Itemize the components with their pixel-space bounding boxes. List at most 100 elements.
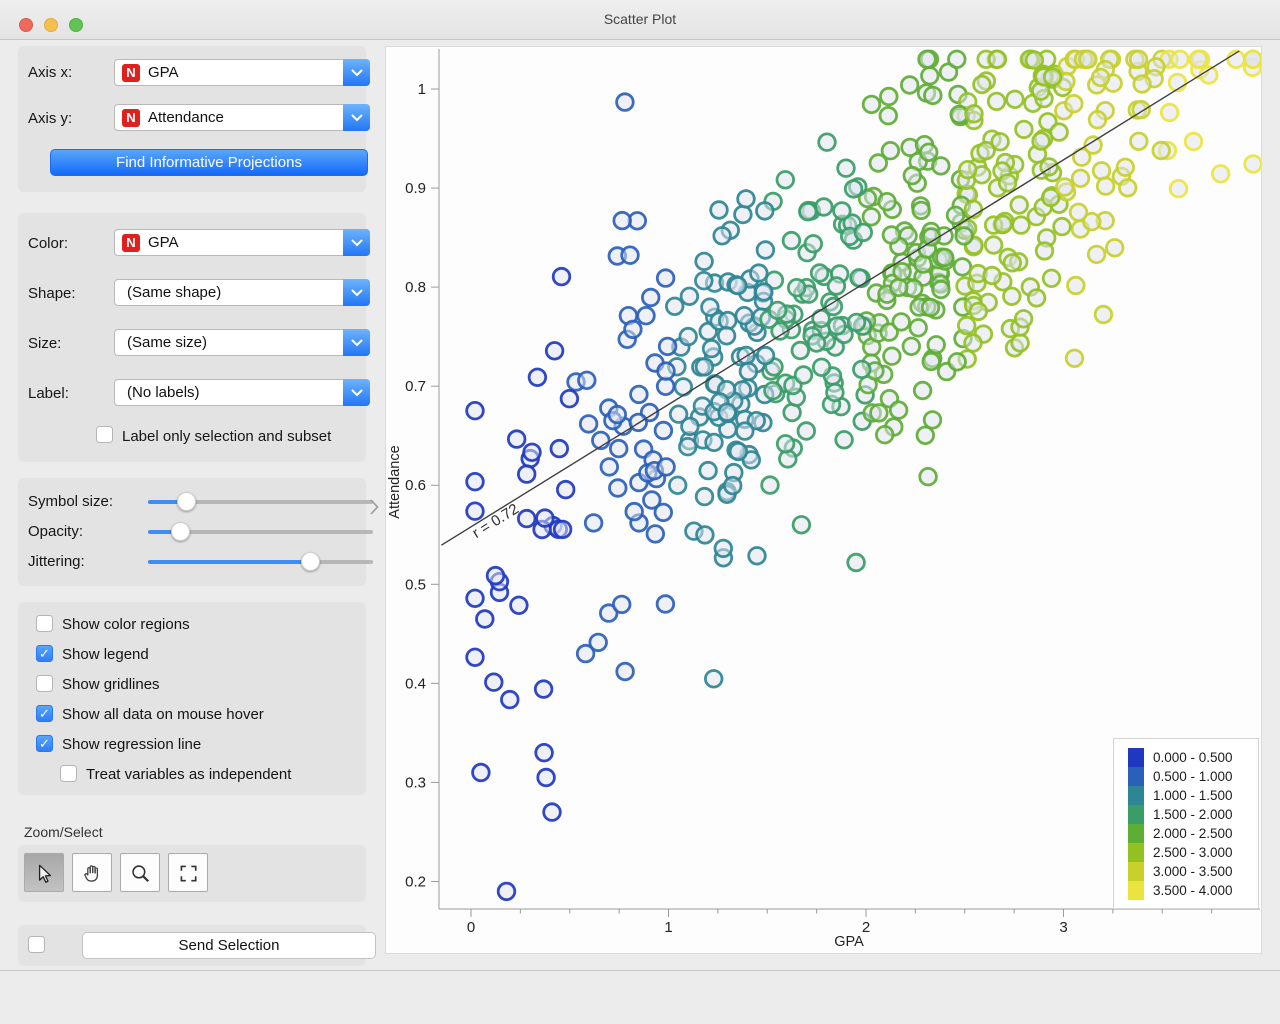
chevron-down-icon[interactable] [343, 279, 370, 306]
data-point[interactable] [920, 66, 940, 86]
data-point[interactable] [880, 140, 901, 161]
data-point[interactable] [826, 276, 847, 296]
data-point[interactable] [920, 297, 941, 318]
pan-tool-button[interactable] [72, 853, 112, 892]
data-point[interactable] [803, 234, 824, 254]
data-point[interactable] [1170, 49, 1190, 70]
data-point[interactable] [475, 609, 495, 629]
data-point[interactable] [900, 75, 920, 95]
reset-zoom-tool-button[interactable] [168, 853, 208, 892]
data-point[interactable] [522, 442, 542, 463]
data-point[interactable] [608, 438, 629, 459]
data-point[interactable] [736, 189, 756, 209]
data-point[interactable] [868, 153, 889, 173]
data-point[interactable] [947, 49, 967, 70]
data-point[interactable] [608, 478, 628, 498]
data-point[interactable] [1082, 211, 1102, 232]
data-point[interactable] [506, 429, 527, 449]
data-point[interactable] [882, 346, 902, 366]
data-point[interactable] [536, 767, 556, 788]
data-point[interactable] [698, 460, 718, 481]
data-point[interactable] [465, 647, 485, 668]
data-point[interactable] [583, 513, 604, 533]
zoom-tool-button[interactable] [120, 853, 160, 892]
data-point[interactable] [1105, 238, 1125, 258]
data-point[interactable] [983, 235, 1004, 255]
data-point[interactable] [954, 226, 974, 246]
data-point[interactable] [790, 340, 811, 361]
data-point[interactable] [712, 226, 732, 246]
data-point[interactable] [1052, 216, 1072, 237]
data-point[interactable] [1188, 49, 1208, 70]
data-point[interactable] [918, 467, 938, 487]
data-point[interactable] [986, 91, 1007, 112]
data-point[interactable] [987, 49, 1008, 70]
data-point[interactable] [931, 279, 951, 300]
data-point[interactable] [655, 594, 676, 614]
data-point[interactable] [875, 425, 895, 445]
data-point[interactable] [1167, 72, 1188, 93]
data-point[interactable] [559, 389, 580, 409]
data-point[interactable] [728, 441, 749, 462]
data-point[interactable] [935, 247, 955, 268]
data-point[interactable] [694, 270, 714, 291]
data-point[interactable] [846, 312, 867, 333]
data-point[interactable] [1005, 89, 1025, 110]
data-point[interactable] [1087, 109, 1108, 130]
data-point[interactable] [917, 49, 937, 70]
data-point[interactable] [615, 92, 635, 112]
data-point[interactable] [549, 438, 570, 459]
data-point[interactable] [1070, 168, 1091, 189]
send-automatically-checkbox[interactable] [28, 936, 45, 953]
color-combobox[interactable]: N GPA [114, 229, 370, 256]
data-point[interactable] [861, 207, 882, 227]
chevron-down-icon[interactable] [343, 329, 370, 356]
data-point[interactable] [1041, 268, 1062, 289]
data-point[interactable] [806, 333, 827, 353]
data-point[interactable] [678, 326, 698, 347]
data-point[interactable] [1011, 215, 1031, 235]
data-point[interactable] [814, 197, 834, 217]
data-point[interactable] [922, 410, 943, 430]
data-point[interactable] [1055, 177, 1075, 197]
data-point[interactable] [889, 277, 909, 298]
data-point[interactable] [496, 881, 517, 902]
data-point[interactable] [1013, 309, 1034, 329]
data-point[interactable] [717, 402, 737, 422]
data-point[interactable] [679, 286, 700, 307]
data-point[interactable] [588, 632, 608, 653]
data-point[interactable] [704, 432, 724, 453]
scatter-plot-canvas[interactable]: 0 1 2 3 0.2 0.3 0.4 0.5 0.6 0.7 0.8 0.9 1 GPA Attendan… [385, 46, 1263, 954]
data-point[interactable] [465, 401, 485, 421]
slider-track[interactable] [148, 492, 373, 511]
data-point[interactable] [620, 245, 640, 265]
data-point[interactable] [1002, 253, 1023, 273]
data-point[interactable] [657, 336, 678, 357]
data-point[interactable] [843, 179, 864, 199]
data-point[interactable] [1151, 140, 1171, 161]
checkbox-show-color-regions[interactable] [36, 615, 53, 632]
data-point[interactable] [624, 501, 644, 522]
data-point[interactable] [796, 421, 817, 441]
data-point[interactable] [982, 265, 1002, 286]
data-point[interactable] [544, 341, 565, 361]
data-point[interactable] [607, 404, 628, 425]
data-point[interactable] [645, 524, 666, 544]
data-point[interactable] [853, 222, 874, 243]
minimize-button[interactable] [44, 18, 58, 32]
data-point[interactable] [598, 603, 619, 623]
data-point[interactable] [945, 205, 966, 226]
slider-track[interactable] [148, 522, 373, 541]
data-point[interactable] [1026, 288, 1047, 308]
data-point[interactable] [653, 420, 674, 441]
data-point[interactable] [926, 335, 946, 355]
chevron-down-icon[interactable] [343, 104, 370, 131]
data-point[interactable] [1041, 187, 1061, 208]
data-point[interactable] [825, 382, 845, 403]
data-point[interactable] [516, 464, 537, 484]
data-point[interactable] [615, 661, 635, 682]
data-point[interactable] [1009, 195, 1029, 215]
data-point[interactable] [577, 370, 597, 391]
data-point[interactable] [668, 475, 688, 496]
size-combobox[interactable]: (Same size) [114, 329, 370, 356]
